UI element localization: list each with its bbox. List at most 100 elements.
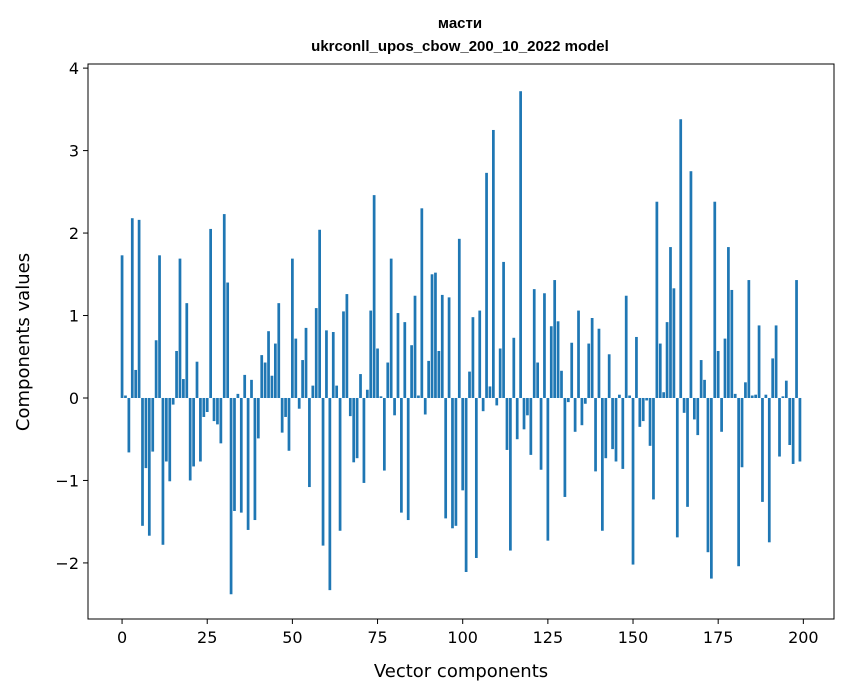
bar <box>601 397 604 531</box>
bar <box>420 208 424 398</box>
bar <box>553 280 557 398</box>
bar <box>457 238 461 398</box>
bar <box>529 397 533 455</box>
y-axis-ticks: −2 −1 0 1 2 3 4 <box>55 59 88 573</box>
x-tick-label: 75 <box>367 628 387 647</box>
bar <box>413 295 417 398</box>
bar <box>699 360 703 398</box>
bar <box>682 397 686 413</box>
bar <box>226 282 230 398</box>
bar <box>342 311 345 398</box>
bar <box>168 397 172 482</box>
bar <box>767 397 771 543</box>
bar <box>614 397 618 462</box>
bar <box>246 397 250 530</box>
y-tick-label: −2 <box>55 554 79 573</box>
bar <box>348 397 352 417</box>
bar <box>652 397 655 500</box>
bar <box>474 397 478 558</box>
bars-group <box>120 91 802 595</box>
bar <box>144 397 148 469</box>
bar <box>570 342 574 398</box>
bar <box>560 370 563 398</box>
bar <box>675 397 679 538</box>
bar <box>338 397 342 531</box>
bar <box>464 397 468 572</box>
bar <box>645 397 649 401</box>
bar <box>202 397 206 417</box>
bar <box>250 379 253 398</box>
bar <box>379 396 383 398</box>
bar <box>747 280 751 398</box>
bar <box>362 397 366 483</box>
bar <box>590 318 594 398</box>
bar <box>791 397 795 464</box>
bar <box>427 360 431 398</box>
bar <box>665 322 669 398</box>
bar <box>141 397 144 526</box>
bar <box>171 397 175 405</box>
bar <box>164 397 168 462</box>
x-tick-label: 0 <box>117 628 127 647</box>
bar <box>771 358 775 398</box>
bar <box>594 397 597 472</box>
bar <box>345 294 349 398</box>
bar <box>222 214 226 398</box>
x-tick-label: 50 <box>282 628 302 647</box>
bar <box>437 350 441 398</box>
x-tick-label: 25 <box>197 628 217 647</box>
bar <box>331 332 335 398</box>
bar <box>502 261 505 398</box>
bar <box>692 397 696 420</box>
bar <box>689 171 693 398</box>
y-tick-label: 1 <box>69 307 79 326</box>
y-tick-label: 4 <box>69 59 79 78</box>
bar <box>631 397 635 565</box>
bar <box>488 386 492 398</box>
bar <box>451 397 454 529</box>
bar <box>512 337 516 398</box>
bar <box>400 397 403 513</box>
bar <box>434 272 437 398</box>
bar <box>607 354 611 398</box>
bar <box>761 397 764 502</box>
bar <box>774 325 778 398</box>
bar <box>526 397 529 416</box>
bar <box>604 397 608 459</box>
bar <box>158 255 161 398</box>
bar <box>352 397 356 463</box>
bar <box>284 397 287 417</box>
bar <box>556 321 560 398</box>
y-tick-label: 0 <box>69 389 79 408</box>
bar <box>737 397 740 567</box>
bar <box>382 397 386 471</box>
bar <box>137 219 141 398</box>
x-axis-label: Vector components <box>374 661 548 682</box>
bar <box>406 397 410 521</box>
bar <box>468 371 471 398</box>
bar <box>386 362 390 398</box>
bar <box>580 397 584 426</box>
bar <box>509 397 512 551</box>
bar <box>485 172 488 398</box>
bar <box>236 393 240 398</box>
x-tick-label: 200 <box>788 628 819 647</box>
bar <box>713 201 717 398</box>
bar <box>788 397 792 445</box>
bar <box>618 394 621 398</box>
y-tick-label: 2 <box>69 224 79 243</box>
bar <box>583 397 587 404</box>
bar <box>750 395 754 398</box>
bar <box>669 247 672 398</box>
x-tick-label: 125 <box>533 628 564 647</box>
bar <box>175 350 178 398</box>
bar <box>781 396 785 398</box>
bar <box>182 379 185 398</box>
bar <box>188 397 192 481</box>
bar <box>130 218 134 398</box>
bar <box>754 394 758 398</box>
bar <box>273 343 277 398</box>
bar <box>372 195 376 398</box>
bar <box>195 361 199 398</box>
bar <box>686 397 689 507</box>
